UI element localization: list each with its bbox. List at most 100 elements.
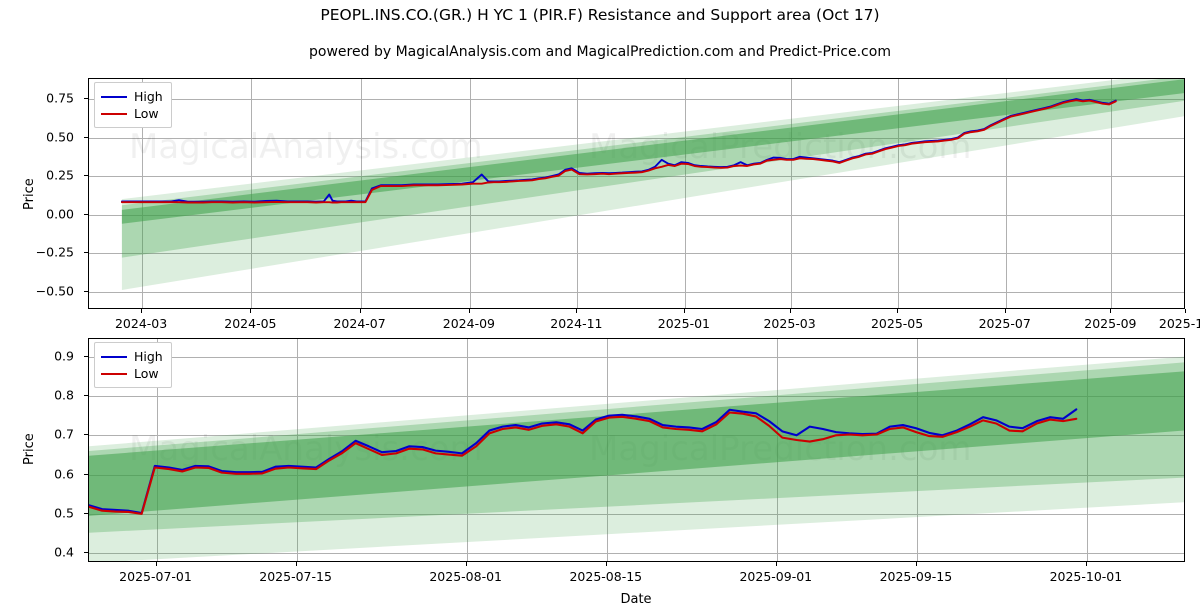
- x-tick-label: 2025-01: [657, 316, 711, 331]
- legend-label-high: High: [134, 89, 163, 104]
- gridline-horizontal: [89, 291, 1184, 293]
- y-axis-label-overview: Price: [22, 178, 37, 210]
- gridline-horizontal: [89, 356, 1184, 358]
- x-tick-label: 2024-05: [224, 316, 277, 331]
- price-series-detail: [89, 408, 1078, 515]
- y-tick-label: 0.50: [46, 129, 74, 144]
- x-tick-label: 2025-07: [978, 316, 1031, 331]
- x-tick-label: 2025-09-15: [879, 569, 953, 584]
- gridline-horizontal: [89, 396, 1184, 397]
- y-tick-mark: [84, 512, 88, 514]
- y-tick-label: 0.7: [54, 426, 74, 442]
- price-series-overview: [120, 98, 1117, 204]
- x-tick-mark: [1110, 309, 1112, 313]
- x-tick-mark: [915, 562, 917, 566]
- chart-overview: MagicalAnalysis.com MagicalPrediction.co…: [0, 70, 1200, 353]
- page-title: PEOPL.INS.CO.(GR.) H YC 1 (PIR.F) Resist…: [320, 6, 880, 24]
- y-tick-label: 0.75: [46, 90, 74, 106]
- gridline-horizontal: [89, 513, 1184, 515]
- x-tick-mark: [605, 562, 607, 566]
- x-tick-mark: [789, 309, 791, 313]
- x-tick-label: 2025-10-01: [1049, 569, 1123, 584]
- y-tick-label: 0.9: [54, 348, 74, 364]
- y-tick-label: 0.5: [54, 505, 74, 521]
- series-line-low: [120, 99, 1117, 204]
- y-tick-mark: [84, 552, 88, 554]
- x-tick-mark: [897, 309, 899, 313]
- x-tick-label: 2024-03: [114, 316, 168, 331]
- x-tick-label: 2025-05: [870, 316, 924, 331]
- y-tick-mark: [84, 213, 88, 215]
- y-tick-mark: [84, 395, 88, 396]
- x-tick-label: 2025-07-01: [119, 569, 192, 584]
- y-tick-mark: [84, 175, 88, 176]
- legend-label-low: Low: [134, 106, 159, 121]
- gridline-horizontal: [89, 214, 1184, 216]
- legend-detail: High Low: [94, 342, 172, 388]
- series-line-high: [89, 408, 1078, 515]
- gridline-vertical: [1005, 79, 1007, 308]
- legend-item-low-detail: Low: [101, 365, 163, 382]
- gridline-horizontal: [89, 253, 1184, 254]
- gridline-vertical: [142, 79, 144, 308]
- x-tick-label: 2025-11: [1158, 316, 1200, 331]
- legend-item-high: High: [101, 88, 163, 105]
- legend-swatch-low-icon: [101, 112, 127, 115]
- y-tick-mark: [84, 98, 88, 99]
- gridline-horizontal: [89, 99, 1184, 100]
- x-tick-mark: [1085, 562, 1087, 566]
- x-tick-mark: [775, 562, 777, 566]
- y-tick-label: 0.25: [46, 167, 74, 183]
- plot-area-overview: MagicalAnalysis.com MagicalPrediction.co…: [88, 78, 1185, 309]
- y-tick-mark: [84, 355, 88, 357]
- y-tick-mark: [84, 290, 88, 292]
- y-tick-mark: [84, 136, 88, 138]
- band-outer-lower: [121, 86, 1184, 290]
- x-tick-label: 2025-03: [763, 316, 816, 331]
- gridline-horizontal: [89, 553, 1184, 555]
- legend-item-low: Low: [101, 105, 163, 122]
- x-tick-label: 2025-09-01: [739, 569, 813, 584]
- legend-label-high-detail: High: [134, 349, 163, 364]
- x-tick-mark: [1004, 309, 1006, 313]
- y-tick-label: 0.8: [54, 387, 74, 403]
- legend-item-high-detail: High: [101, 348, 163, 365]
- x-tick-mark: [250, 309, 252, 313]
- band-core: [89, 371, 1184, 516]
- x-tick-mark: [576, 309, 578, 313]
- legend-overview: High Low: [94, 82, 172, 128]
- x-tick-mark: [683, 309, 685, 313]
- support-resistance-bands-detail: [89, 356, 1184, 561]
- x-tick-mark: [359, 309, 361, 313]
- y-axis-label-detail: Price: [22, 433, 37, 465]
- gridline-horizontal: [89, 137, 1184, 139]
- x-tick-mark: [465, 562, 467, 566]
- y-tick-mark: [84, 473, 88, 475]
- y-tick-mark: [84, 434, 88, 436]
- gridline-vertical: [1111, 79, 1113, 308]
- band-core: [121, 79, 1184, 224]
- gridline-horizontal: [89, 176, 1184, 177]
- legend-swatch-low-icon: [101, 372, 127, 375]
- x-tick-label: 2025-07-15: [259, 569, 332, 584]
- gridline-vertical: [684, 79, 686, 308]
- legend-swatch-high-icon: [101, 95, 127, 98]
- legend-swatch-high-icon: [101, 355, 127, 358]
- y-tick-label: −0.25: [35, 244, 74, 260]
- x-tick-mark: [155, 562, 157, 566]
- x-tick-label: 2025-08-15: [569, 569, 643, 584]
- gridline-vertical: [898, 79, 900, 308]
- plot-area-detail: MagicalAnalysis.com MagicalPrediction.co…: [88, 338, 1185, 562]
- y-tick-label: 0.6: [54, 466, 74, 482]
- y-tick-label: −0.50: [35, 283, 74, 298]
- series-line-low: [89, 411, 1078, 515]
- y-tick-label: 0.00: [46, 206, 74, 221]
- x-tick-label: 2024-09: [442, 316, 496, 331]
- x-tick-mark: [295, 562, 297, 566]
- x-tick-label: 2024-11: [550, 316, 603, 331]
- x-tick-mark: [468, 309, 470, 313]
- gridline-vertical: [577, 79, 579, 308]
- gridline-vertical: [156, 339, 158, 561]
- y-tick-label: 0.4: [54, 544, 74, 560]
- gridline-horizontal: [89, 474, 1184, 476]
